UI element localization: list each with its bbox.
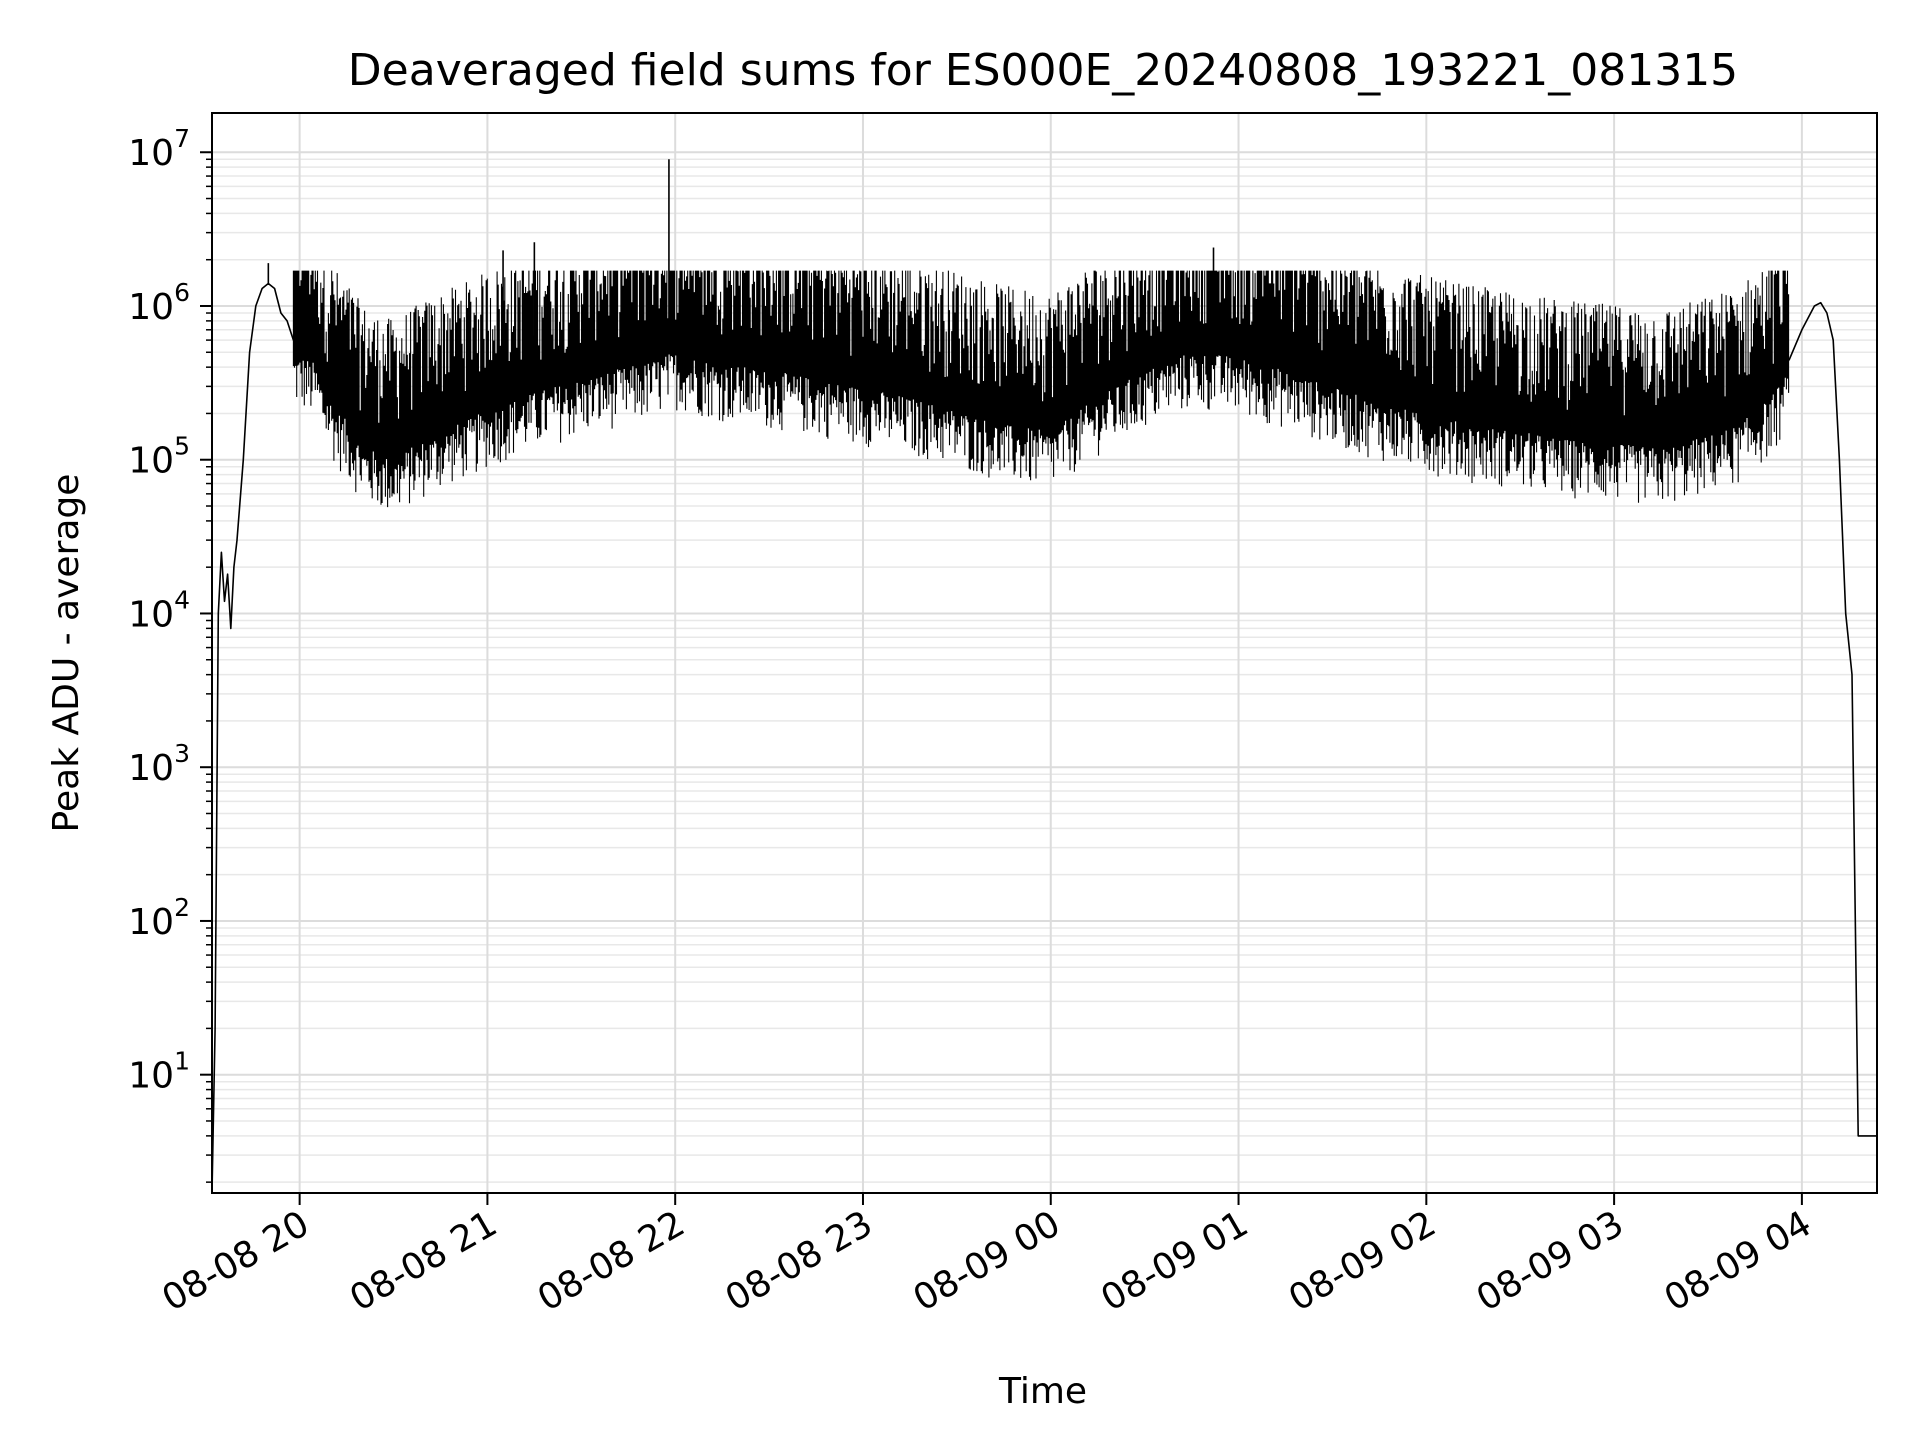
plot-frame bbox=[211, 112, 1878, 1194]
x-tick-label: 08-09 00 bbox=[907, 1203, 1068, 1319]
y-tick-label: 106 bbox=[128, 278, 190, 328]
x-tick-label: 08-09 02 bbox=[1282, 1203, 1443, 1319]
data-layer bbox=[211, 159, 1877, 1194]
x-tick-label: 08-09 04 bbox=[1658, 1203, 1819, 1319]
y-tick-label: 102 bbox=[128, 893, 190, 943]
y-tick-label: 104 bbox=[128, 585, 190, 635]
y-tick-label: 103 bbox=[128, 739, 190, 789]
x-tick-label: 08-08 20 bbox=[155, 1203, 316, 1319]
x-tick-label: 08-08 22 bbox=[531, 1203, 692, 1319]
y-tick-label: 105 bbox=[128, 432, 190, 482]
x-tick-label: 08-09 03 bbox=[1470, 1203, 1631, 1319]
noise-band bbox=[292, 270, 1790, 508]
y-tick-label: 107 bbox=[128, 124, 190, 174]
y-tick-label: 101 bbox=[128, 1047, 190, 1097]
grid-layer bbox=[212, 113, 1877, 1193]
x-tick-label: 08-09 01 bbox=[1094, 1203, 1255, 1319]
x-axis-label: Time bbox=[998, 1371, 1087, 1412]
y-axis-label: Peak ADU - average bbox=[46, 474, 87, 833]
x-tick-label: 08-08 21 bbox=[343, 1203, 504, 1319]
chart-title: Deaveraged field sums for ES000E_2024080… bbox=[348, 45, 1738, 96]
x-tick-label: 08-08 23 bbox=[719, 1203, 880, 1319]
